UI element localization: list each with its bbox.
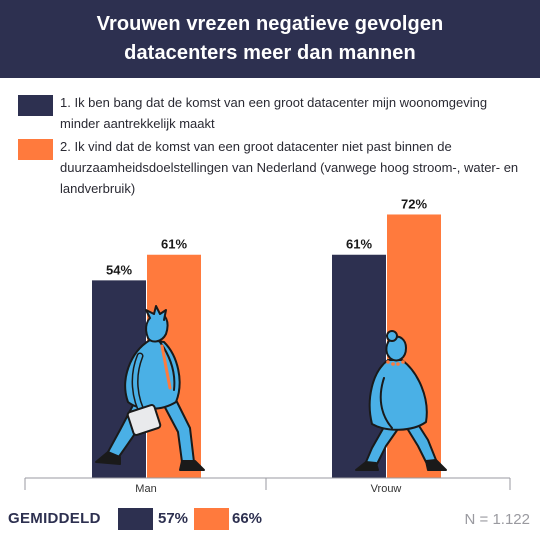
- x-tick-label-vrouw: Vrouw: [371, 483, 402, 495]
- legend-label-2: 2. Ik vind dat de komst van een groot da…: [60, 139, 519, 196]
- walking-woman-illustration: [355, 330, 447, 471]
- walking-man-illustration: [95, 305, 205, 471]
- legend-swatch-2: [18, 139, 53, 160]
- data-label-man-series-2: 61%: [161, 237, 187, 252]
- average-label: GEMIDDELD: [8, 510, 101, 527]
- data-label-man-series-1: 54%: [106, 262, 132, 277]
- data-label-vrouw-series-2: 72%: [401, 196, 427, 211]
- legend-item-2: 2. Ik vind dat de komst van een groot da…: [18, 136, 530, 199]
- x-tick-label-man: Man: [135, 483, 156, 495]
- average-value-1: 57%: [158, 510, 189, 527]
- legend-swatch-1: [18, 95, 53, 116]
- average-value-2: 66%: [232, 510, 263, 527]
- chart-title-line-1: Vrouwen vrezen negatieve gevolgen: [96, 13, 444, 35]
- legend-item-1: 1. Ik ben bang dat de komst van een groo…: [18, 92, 530, 134]
- sample-size-label: N = 1.122: [464, 511, 530, 528]
- title-banner: Vrouwen vrezen negatieve gevolgen datace…: [0, 0, 540, 78]
- chart-title-line-2: datacenters meer dan mannen: [124, 42, 416, 64]
- data-label-vrouw-series-1: 61%: [346, 237, 372, 252]
- average-swatch-1: [118, 508, 153, 530]
- average-swatch-2: [194, 508, 229, 530]
- legend-label-1: 1. Ik ben bang dat de komst van een groo…: [60, 95, 488, 131]
